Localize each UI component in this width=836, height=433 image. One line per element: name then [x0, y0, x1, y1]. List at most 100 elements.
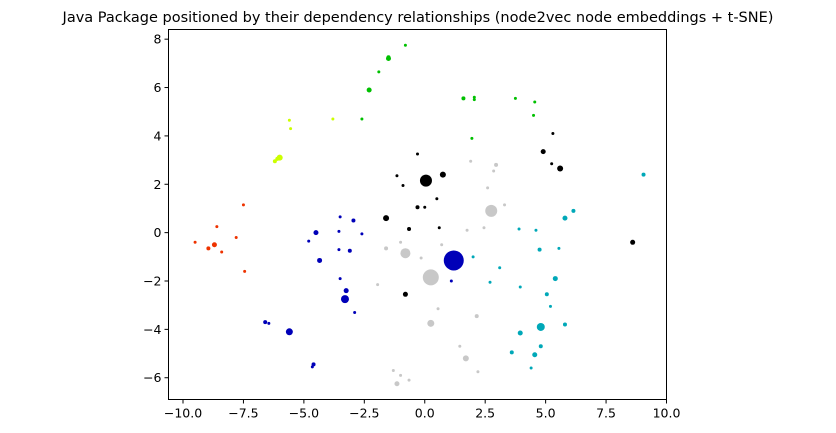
data-point [287, 118, 291, 122]
data-point [211, 242, 217, 248]
data-point [384, 246, 389, 251]
data-point [532, 352, 538, 358]
y-tick-label: 0 [154, 225, 162, 240]
data-point [376, 283, 380, 287]
data-point [544, 292, 549, 297]
data-point [407, 227, 412, 232]
data-point [422, 269, 439, 286]
data-point [351, 218, 356, 223]
data-point [449, 279, 453, 283]
data-point [423, 205, 427, 209]
data-point [548, 304, 552, 308]
x-tick-label: 5.0 [536, 406, 556, 421]
data-point [338, 215, 342, 219]
data-point [343, 288, 349, 294]
x-tick-label: −2.5 [349, 406, 379, 421]
y-axis: −6 −4 −2 0 2 4 6 8 [143, 32, 169, 385]
x-tick-label: −5.0 [289, 406, 319, 421]
data-point [436, 307, 440, 311]
x-tick-label: −10.0 [164, 406, 202, 421]
y-tick-label: −4 [143, 322, 161, 337]
data-point [353, 310, 357, 314]
data-point [472, 98, 476, 102]
data-point [474, 314, 479, 319]
data-point [395, 174, 399, 178]
y-tick-label: 6 [154, 80, 162, 95]
data-point [267, 321, 271, 325]
data-point [540, 149, 546, 155]
data-point [562, 322, 567, 327]
data-point [469, 159, 473, 163]
data-point [338, 277, 342, 281]
data-point [550, 162, 554, 166]
data-point [340, 295, 349, 304]
data-point [399, 373, 403, 377]
data-point [289, 127, 293, 131]
data-point [215, 225, 219, 229]
data-point [518, 285, 522, 289]
data-point [310, 365, 314, 369]
data-point [437, 226, 441, 230]
data-point [534, 228, 538, 232]
data-point [366, 87, 372, 93]
x-tick-label: 2.5 [475, 406, 495, 421]
data-point [470, 136, 474, 140]
data-point [486, 186, 490, 190]
data-point [427, 319, 435, 327]
data-point [562, 215, 568, 221]
data-point [193, 240, 197, 244]
data-point [313, 230, 319, 236]
data-point [536, 322, 545, 331]
data-point [415, 205, 420, 210]
data-point [538, 344, 543, 349]
data-point [439, 171, 446, 178]
x-tick-label: −7.5 [228, 406, 258, 421]
x-tick-label: 0.0 [415, 406, 435, 421]
data-points [193, 43, 646, 387]
data-point [206, 246, 211, 251]
data-point [482, 226, 486, 230]
y-tick-label: 8 [154, 32, 162, 47]
data-point [275, 156, 280, 161]
data-point [471, 255, 475, 259]
data-point [498, 266, 502, 270]
data-point [533, 100, 537, 104]
data-point [465, 228, 469, 232]
data-point [509, 350, 514, 355]
data-point [419, 174, 432, 187]
data-point [337, 248, 341, 252]
data-point [243, 269, 247, 273]
data-point [419, 256, 423, 260]
data-point [557, 165, 564, 172]
y-tick-label: 2 [154, 177, 162, 192]
data-point [401, 183, 405, 187]
x-tick-label: 10.0 [653, 406, 681, 421]
data-point [503, 203, 507, 207]
data-point [458, 344, 462, 348]
data-point [443, 250, 464, 271]
data-point [552, 276, 558, 282]
data-point [263, 320, 268, 325]
data-point [416, 152, 419, 156]
data-point [285, 328, 293, 336]
data-point [462, 355, 469, 362]
x-axis: −10.0 −7.5 −5.0 −2.5 0.0 2.5 5.0 7.5 10.0 [164, 399, 681, 421]
data-point [494, 162, 499, 167]
data-point [488, 280, 492, 284]
data-point [435, 197, 439, 201]
data-point [394, 381, 400, 387]
data-point [532, 113, 536, 117]
data-point [241, 203, 245, 207]
data-point [234, 235, 238, 239]
data-point [537, 247, 542, 252]
data-point [571, 208, 576, 213]
data-point [360, 117, 364, 121]
data-point [383, 215, 390, 222]
data-point [272, 159, 277, 164]
data-point [513, 96, 517, 100]
data-point [476, 370, 480, 374]
data-point [461, 96, 466, 101]
data-point [360, 232, 364, 236]
data-point [630, 239, 636, 245]
